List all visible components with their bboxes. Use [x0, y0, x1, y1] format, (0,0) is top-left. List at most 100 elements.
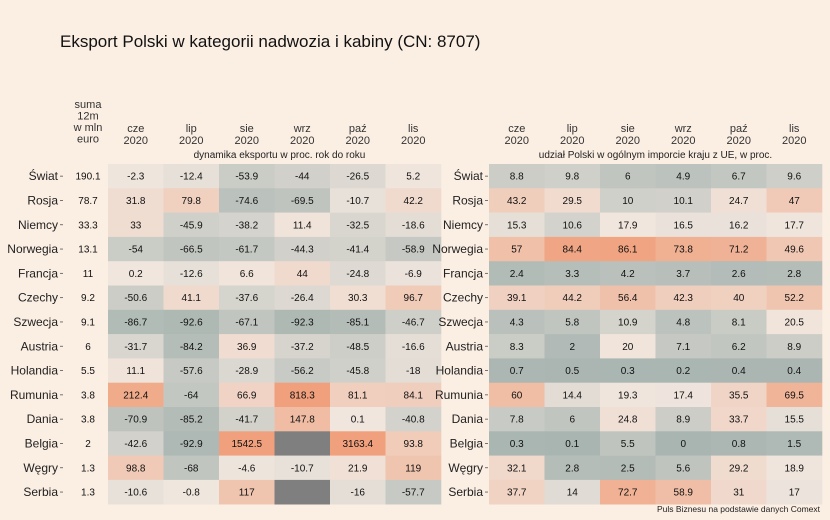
row-label-country: Świat — [29, 168, 59, 183]
column-header-month: paź — [730, 123, 748, 135]
heatmap-cell-value: 15.5 — [785, 415, 805, 426]
heatmap-cell — [274, 479, 331, 505]
heatmap-cell — [219, 309, 275, 335]
heatmap-cell-value: 3.3 — [565, 269, 579, 280]
heatmap-cell — [489, 334, 545, 359]
heatmap-cell — [711, 382, 767, 408]
heatmap-cell — [219, 236, 275, 262]
heatmap-cell-value: -41.4 — [346, 245, 369, 256]
heatmap-cell-value: 8.3 — [510, 342, 524, 353]
heatmap-cell — [544, 212, 601, 238]
heatmap-cell-value: -16 — [351, 488, 366, 499]
heatmap-cell-value: 41.1 — [182, 293, 202, 304]
heatmap-cell — [219, 382, 275, 408]
row-label-country: Austria — [446, 339, 484, 353]
heatmap-cell-value: 16.5 — [674, 220, 694, 231]
heatmap-cell-value: 71.2 — [729, 245, 749, 256]
heatmap-cell-value: 20 — [622, 342, 634, 353]
heatmap-cell-value: -26.5 — [346, 172, 369, 183]
heatmap-cell — [600, 188, 656, 213]
heatmap-cell-value: 17.4 — [674, 390, 694, 401]
heatmap-cell — [600, 455, 656, 481]
heatmap-cell — [163, 188, 220, 213]
heatmap-cell-value: -2.3 — [127, 172, 145, 183]
heatmap-cell — [163, 309, 220, 335]
column-header-year: 2020 — [782, 135, 806, 147]
row-label-country: Serbia — [23, 485, 58, 499]
heatmap-cell — [385, 358, 442, 383]
heatmap-cell — [544, 236, 601, 262]
heatmap-cell — [330, 455, 386, 481]
heatmap-cell-value: 17.7 — [785, 220, 805, 231]
heatmap-cell — [330, 188, 386, 213]
sum12m-value: 3.8 — [81, 390, 95, 401]
heatmap-cell — [108, 479, 164, 505]
heatmap-cell — [330, 334, 386, 359]
column-header-month: wrz — [293, 123, 311, 135]
heatmap-cell-value: 32.1 — [507, 463, 527, 474]
heatmap-cell — [711, 188, 767, 213]
heatmap-cell — [489, 309, 545, 335]
heatmap-cell-value: 7.1 — [676, 342, 690, 353]
heatmap-cell-value: 9.8 — [565, 172, 579, 183]
row-label-country: Czechy — [443, 291, 483, 305]
column-header-year: 2020 — [235, 135, 259, 147]
heatmap-cell-value: 6.2 — [732, 342, 746, 353]
heatmap-cell-value: -92.9 — [180, 439, 203, 450]
row-label-country: Serbia — [448, 485, 483, 499]
heatmap-cell-value: -18.6 — [402, 220, 425, 231]
heatmap-cell-value: 29.2 — [729, 463, 749, 474]
heatmap-cell-value: 11.4 — [293, 220, 312, 231]
heatmap-cell-value: -38.2 — [235, 220, 258, 231]
heatmap-cell-value: 43.2 — [507, 196, 527, 207]
heatmap-cell — [219, 212, 275, 238]
heatmap-cell — [655, 479, 712, 505]
sum12m-value: 3.8 — [81, 415, 95, 426]
row-label-country: Węgry — [23, 461, 58, 475]
heatmap-cell-value: -12.4 — [180, 172, 203, 183]
heatmap-cell-value: -44.3 — [291, 245, 314, 256]
heatmap-cell — [711, 212, 767, 238]
heatmap-cell — [600, 309, 656, 335]
heatmap-cell — [330, 479, 386, 505]
heatmap-cell — [489, 455, 545, 481]
column-header-year: 2020 — [124, 135, 148, 147]
sum12m-value: 78.7 — [78, 196, 98, 207]
heatmap-cell — [655, 188, 712, 213]
heatmap-cell — [655, 455, 712, 481]
heatmap-cell-value: 24.7 — [729, 196, 749, 207]
heatmap-cell-value: 19.3 — [618, 390, 638, 401]
heatmap-cell-value: 9.6 — [787, 172, 801, 183]
heatmap-cell — [489, 164, 545, 189]
size-column-header: 12m — [77, 111, 98, 123]
heatmap-cell-value: -10.6 — [124, 488, 147, 499]
heatmap-cell-value: 5.6 — [676, 463, 690, 474]
heatmap-cell-value: -41.7 — [235, 415, 258, 426]
heatmap-cell-value: -45.8 — [346, 366, 369, 377]
column-header-year: 2020 — [671, 135, 695, 147]
chart-title: Eksport Polski w kategorii nadwozia i ka… — [60, 32, 481, 51]
size-column-header: euro — [77, 134, 99, 146]
heatmap-cell — [108, 261, 164, 286]
heatmap-cell-value: -24.8 — [346, 269, 369, 280]
column-header-year: 2020 — [505, 135, 529, 147]
heatmap-cell-value: -4.6 — [238, 463, 256, 474]
heatmap-cell-value: 35.5 — [729, 390, 749, 401]
heatmap-cell — [108, 455, 164, 481]
heatmap-cell — [766, 382, 823, 408]
heatmap-cell-value: 24.8 — [618, 415, 638, 426]
heatmap-cell — [330, 261, 386, 286]
heatmap-cell-value: 17.9 — [618, 220, 638, 231]
heatmap-cell — [274, 188, 331, 213]
heatmap-cell-value: -10.7 — [346, 196, 369, 207]
heatmap-cell — [655, 358, 712, 383]
heatmap-cell-value: 0.1 — [565, 439, 579, 450]
heatmap-cell-value: 37.7 — [507, 488, 527, 499]
heatmap-cell — [655, 334, 712, 359]
heatmap-cell-value: 119 — [405, 463, 421, 474]
heatmap-cell — [655, 407, 712, 432]
heatmap-cell — [711, 455, 767, 481]
heatmap-cell — [274, 455, 331, 481]
heatmap-cell-value: 18.9 — [785, 463, 805, 474]
heatmap-cell-value: -12.6 — [180, 269, 203, 280]
